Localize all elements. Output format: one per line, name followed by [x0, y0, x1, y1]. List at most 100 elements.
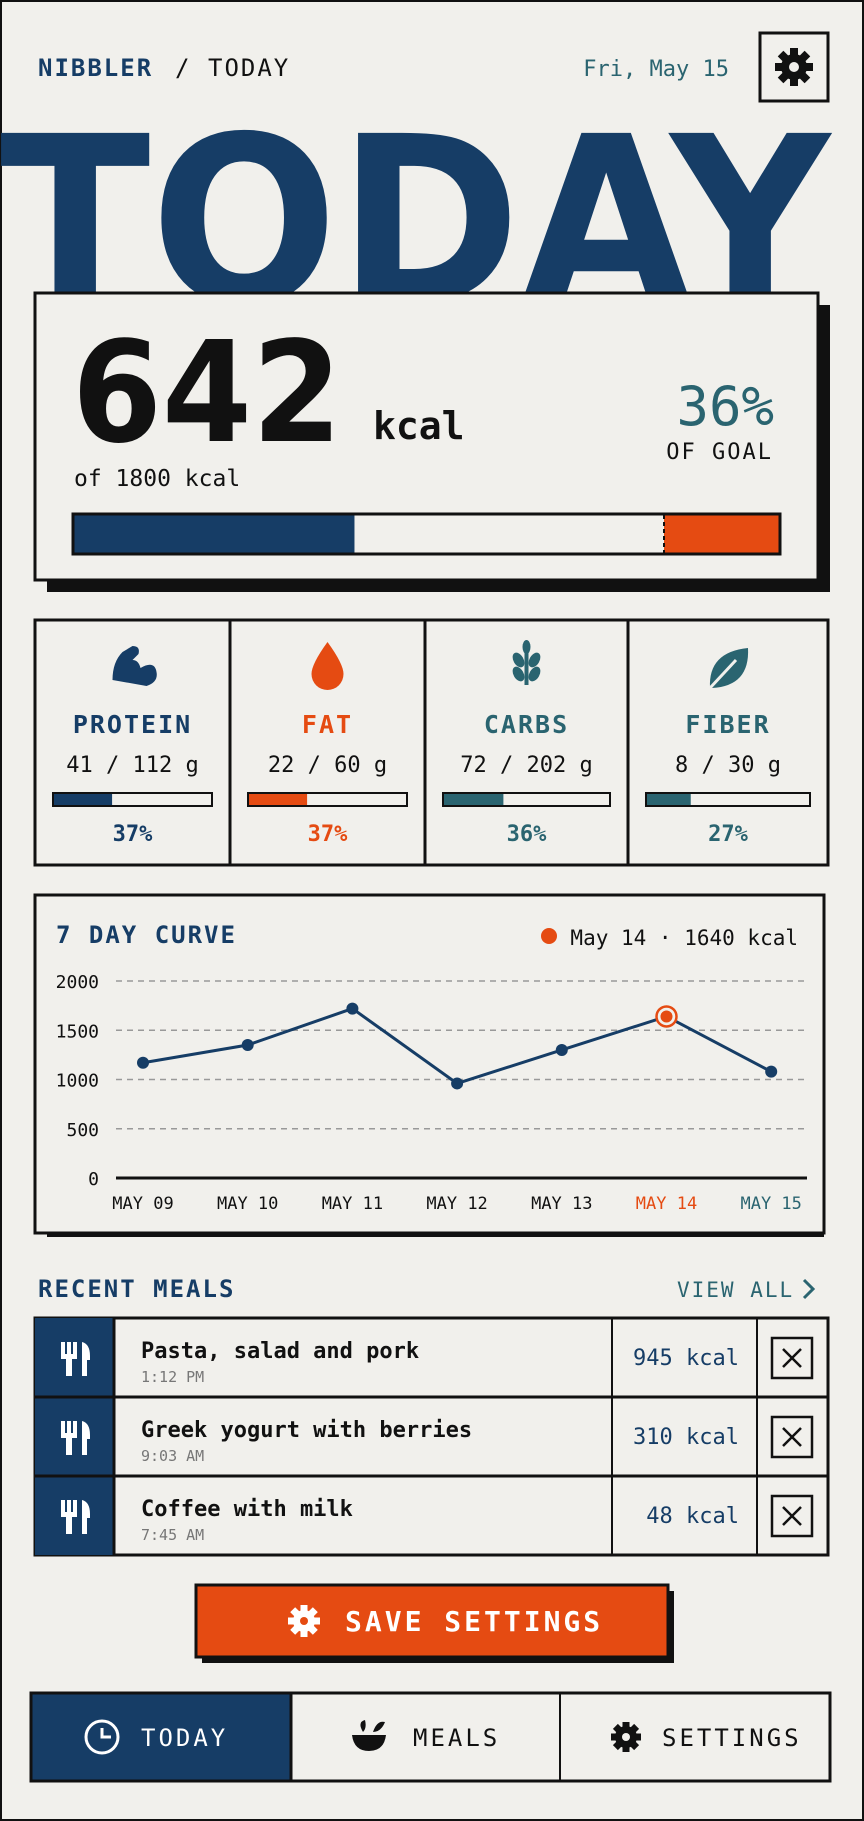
calories-unit: kcal: [373, 404, 465, 448]
macro-amount: 72 / 202 g: [460, 753, 592, 778]
settings-button-box[interactable]: [758, 31, 830, 103]
breadcrumb-section: TODAY: [208, 54, 290, 82]
meals-list: [33, 1316, 830, 1557]
meal-row[interactable]: Greek yogurt with berries 9:03 AM 310 kcal: [35, 1395, 828, 1476]
data-point: [765, 1065, 778, 1078]
progress-over: [664, 515, 779, 553]
meal-row[interactable]: Pasta, salad and pork 1:12 PM 945 kcal: [35, 1318, 814, 1397]
data-point: [241, 1039, 254, 1052]
meal-name: Pasta, salad and pork: [141, 1339, 419, 1364]
macro-fill: [647, 794, 691, 805]
macro-name: FAT: [302, 710, 353, 739]
gear-icon: [288, 1605, 320, 1637]
view-all-link[interactable]: VIEW ALL: [677, 1278, 816, 1302]
x-tick-label: MAY 10: [217, 1194, 278, 1214]
data-point: [346, 1002, 359, 1015]
y-tick-label: 0: [88, 1169, 99, 1190]
fork-knife-icon: [61, 1342, 90, 1376]
delete-x: [782, 1506, 802, 1526]
calories-value: 642: [72, 312, 342, 475]
data-point: [137, 1056, 149, 1069]
delete-button[interactable]: [770, 1415, 814, 1459]
goal-caption: OF GOAL: [666, 440, 773, 465]
view-all-text[interactable]: VIEW ALL: [677, 1278, 794, 1302]
macro-amount: 22 / 60 g: [268, 753, 387, 778]
y-tick-label: 2000: [56, 972, 99, 993]
chart-annotation: May 14 · 1640 kcal: [570, 926, 798, 950]
nav-label[interactable]: MEALS: [413, 1724, 500, 1752]
fork-knife-icon: [61, 1421, 90, 1455]
y-tick-label: 1000: [56, 1071, 99, 1092]
meal-time: 1:12 PM: [141, 1368, 204, 1386]
progress-fill: [74, 515, 355, 553]
nav-tab-active-bg[interactable]: [29, 1691, 293, 1783]
nav-icon: [611, 1722, 641, 1752]
delete-button[interactable]: [770, 1336, 814, 1380]
meal-time: 9:03 AM: [141, 1447, 204, 1465]
macro-icon: [512, 640, 541, 685]
delete-x: [782, 1348, 802, 1368]
nav-tab[interactable]: TODAY: [29, 1691, 293, 1783]
brand: NIBBLER: [38, 54, 153, 82]
nav-icon: [352, 1720, 386, 1751]
section-title: RECENT MEALS: [38, 1275, 235, 1303]
macro-icon: [708, 648, 749, 690]
x-tick-label: MAY 13: [531, 1194, 592, 1214]
goal-percent: 36%: [676, 375, 774, 438]
meal-kcal: 945 kcal: [633, 1346, 739, 1371]
save-button[interactable]: SAVE SETTINGS: [194, 1583, 674, 1663]
delete-x: [782, 1427, 802, 1447]
x-tick-label: MAY 12: [426, 1194, 487, 1214]
macro-percent: 37%: [113, 822, 153, 847]
meal-kcal: 310 kcal: [633, 1425, 739, 1450]
macro-name: FIBER: [685, 710, 770, 739]
data-point: [660, 1010, 673, 1023]
y-tick-label: 1500: [56, 1021, 99, 1042]
breadcrumb-separator: /: [175, 54, 189, 82]
meal-row[interactable]: Coffee with milk 7:45 AM 48 kcal: [35, 1474, 828, 1555]
macro-name: PROTEIN: [73, 710, 192, 739]
y-tick-label: 500: [66, 1120, 99, 1141]
save-button-bg[interactable]: [194, 1583, 670, 1659]
macro-name: CARBS: [484, 710, 569, 739]
nav-label[interactable]: TODAY: [141, 1724, 228, 1752]
macro-amount: 41 / 112 g: [66, 753, 198, 778]
nav-tab[interactable]: SETTINGS: [559, 1693, 802, 1781]
save-button-label[interactable]: SAVE SETTINGS: [345, 1605, 603, 1638]
macro-fill: [54, 794, 113, 805]
meal-time: 7:45 AM: [141, 1526, 204, 1544]
macro-icon: [112, 646, 157, 686]
x-tick-label: MAY 09: [112, 1194, 173, 1214]
meal-name: Greek yogurt with berries: [141, 1418, 472, 1443]
meal-name: Coffee with milk: [141, 1497, 353, 1522]
nav-icon: [84, 1719, 120, 1755]
nav-tab[interactable]: MEALS: [290, 1693, 500, 1781]
macro-amount: 8 / 30 g: [675, 753, 781, 778]
macro-fill: [444, 794, 504, 805]
calories-goal: of 1800 kcal: [74, 466, 240, 492]
delete-box[interactable]: [770, 1336, 814, 1380]
gear-icon: [775, 48, 813, 86]
fork-knife-icon: [61, 1500, 90, 1534]
macro-percent: 27%: [708, 822, 748, 847]
delete-box[interactable]: [770, 1415, 814, 1459]
macro-percent: 36%: [507, 822, 547, 847]
delete-box[interactable]: [770, 1494, 814, 1538]
annotation-dot: [541, 928, 557, 944]
chevron: [802, 1278, 816, 1300]
nav-label[interactable]: SETTINGS: [662, 1724, 802, 1752]
chart-title: 7 DAY CURVE: [56, 921, 237, 949]
data-point: [451, 1077, 464, 1090]
delete-button[interactable]: [770, 1494, 814, 1538]
macro-percent: 37%: [308, 822, 348, 847]
data-point: [555, 1043, 568, 1056]
macro-icon: [311, 642, 344, 690]
x-tick-label: MAY 14: [636, 1194, 697, 1214]
macros-grid: [33, 618, 830, 867]
macro-fill: [249, 794, 308, 805]
meal-kcal: 48 kcal: [646, 1504, 739, 1529]
x-tick-label: MAY 11: [322, 1194, 383, 1214]
date: Fri, May 15: [583, 57, 729, 82]
